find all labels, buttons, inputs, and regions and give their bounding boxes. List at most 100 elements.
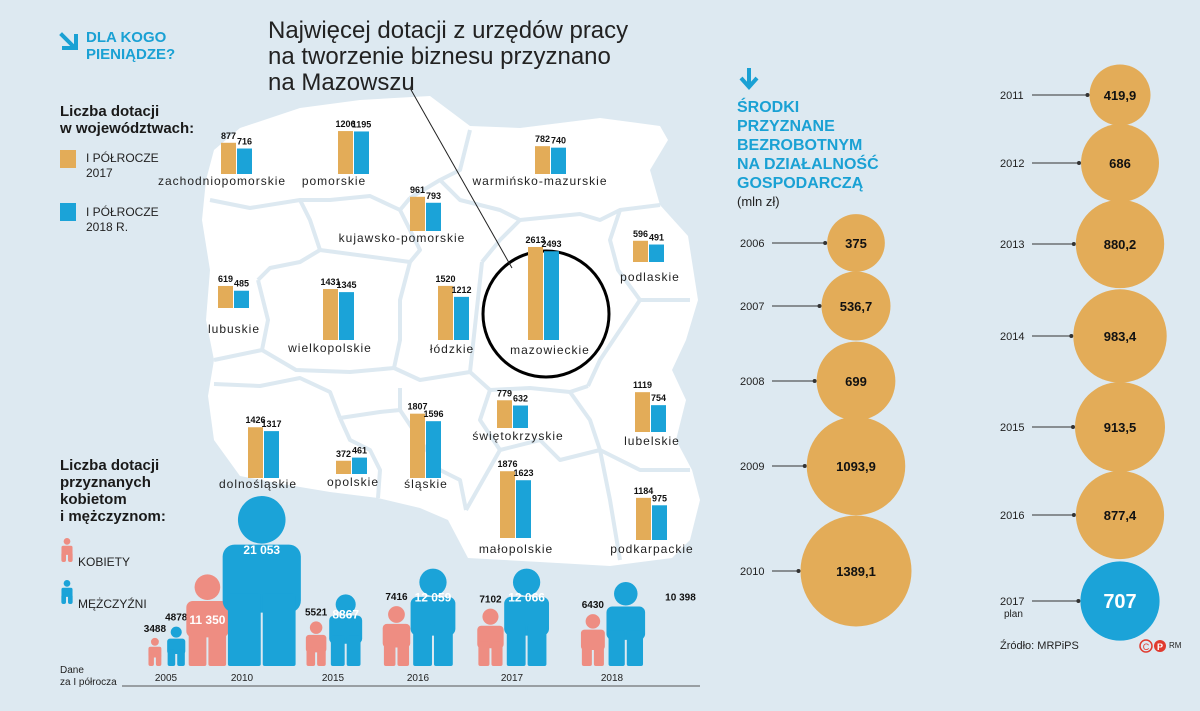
person-leg: [167, 649, 176, 666]
region-legend-title-line: w województwach:: [60, 120, 195, 137]
leader-dot: [1070, 425, 1075, 429]
funds-bubble-2009: [806, 416, 906, 516]
funds-value-label: 699: [845, 374, 867, 389]
title-line-2: na tworzenie biznesu przyznano: [268, 43, 611, 70]
leader-dot: [1071, 242, 1076, 246]
funds-value-label: 877,4: [1104, 508, 1137, 523]
value-label-2017: 1206: [335, 119, 355, 129]
value-label-2017: 1431: [320, 277, 340, 287]
gender-legend-title-line: kobietom: [60, 491, 127, 508]
men-person-2016: [410, 568, 456, 666]
timeline-note: Dane za I półrocza: [60, 665, 117, 689]
legend-swatch-2018: [60, 203, 76, 221]
value-label-2018: 2493: [541, 239, 561, 249]
leader-dot: [1076, 599, 1081, 603]
leader-dot: [1076, 161, 1081, 165]
person-leg: [61, 552, 66, 562]
person-head: [63, 580, 71, 587]
year-label: 2017: [501, 673, 524, 684]
funds-bubble-2013: [1075, 199, 1165, 289]
bar-2018-warmińsko-mazurskie: [551, 147, 566, 174]
region-name-label: małopolskie: [479, 542, 553, 556]
person-head: [335, 594, 356, 615]
mazowieckie-highlight-circle: [481, 249, 611, 379]
funds-title-line: BEZROBOTNYM: [737, 137, 863, 154]
funds-value-label: 1093,9: [836, 459, 876, 474]
person-leg: [68, 552, 73, 562]
value-label-2017: 372: [336, 449, 351, 459]
men-person-2005: [167, 626, 186, 666]
women-value-label: 5521: [305, 607, 328, 618]
bar-2018-mazowieckie: [544, 251, 559, 340]
leader-dot: [1071, 513, 1076, 517]
leader-dot: [817, 304, 822, 308]
value-label-2018: 1195: [352, 119, 372, 129]
value-label-2017: 1426: [245, 415, 265, 425]
funds-title-line: PRZYZNANE: [737, 118, 835, 135]
region-name-label: śląskie: [404, 477, 448, 491]
person-leg: [397, 640, 410, 666]
value-label-2018: 485: [234, 279, 249, 289]
funds-value-label: 536,7: [840, 299, 873, 314]
legend-label-2017: I PÓŁROCZE 2017: [86, 151, 159, 181]
funds-plan-label: plan: [1004, 609, 1023, 620]
value-label-2017: 779: [497, 388, 512, 398]
men-person-2017: [504, 568, 550, 666]
bar-2018-zachodniopomorskie: [237, 148, 252, 174]
women-person-2016: [382, 606, 411, 666]
legend-label-women: KOBIETY: [78, 555, 131, 569]
region-name-label: dolnośląskie: [219, 477, 297, 491]
funds-unit: (mln zł): [737, 194, 780, 209]
women-person-2010: [186, 574, 229, 666]
person-leg: [177, 649, 185, 666]
map-borders: [209, 129, 690, 561]
value-label-2017: 1807: [407, 402, 427, 412]
person-leg: [413, 624, 432, 666]
person-leg: [155, 654, 162, 666]
person-head: [388, 606, 405, 623]
value-label-2018: 754: [651, 393, 666, 403]
funds-value-label: 880,2: [1104, 237, 1137, 252]
person-leg: [262, 593, 296, 666]
value-label-2018: 1345: [336, 280, 356, 290]
region-name-label: wielkopolskie: [287, 341, 372, 355]
funds-value-label: 983,4: [1104, 329, 1137, 344]
person-leg: [227, 593, 261, 666]
title-pointer-line: [409, 87, 513, 269]
arrow-down-right-icon: [59, 32, 78, 50]
bar-2017-świętokrzyskie: [497, 400, 512, 428]
person-head: [170, 626, 182, 638]
value-label-2018: 1212: [451, 285, 471, 295]
region-name-label: świętokrzyskie: [472, 429, 563, 443]
person-icon: [61, 538, 73, 562]
person-head: [614, 582, 638, 606]
funds-bubble-2015: [1074, 381, 1166, 473]
women-value-label: 7102: [479, 595, 502, 606]
legend-label-line: I PÓŁROCZE: [86, 205, 159, 219]
timeline-note-line: za I półrocza: [60, 677, 117, 688]
gender-legend-title-line: przyznanych: [60, 474, 151, 491]
region-name-label: łódzkie: [430, 342, 474, 356]
men-value-label: 21 053: [243, 543, 280, 557]
leader-dot: [1085, 93, 1090, 97]
funds-year-label: 2011: [1000, 90, 1024, 102]
funds-bubble-2016: [1075, 470, 1165, 560]
bar-2018-pomorskie: [354, 131, 369, 174]
funds-bubble-2007: [821, 271, 891, 341]
person-leg: [188, 627, 207, 666]
women-person-2017: [477, 608, 504, 666]
funds-title-line: GOSPODARCZĄ: [737, 175, 864, 192]
funds-year-label: 2012: [1000, 158, 1024, 170]
funds-bubble-2014: [1073, 289, 1167, 383]
funds-value-label: 707: [1103, 591, 1136, 613]
value-label-2018: 1317: [261, 419, 281, 429]
bar-2018-łódzkie: [454, 296, 469, 340]
bar-2017-mazowieckie: [528, 246, 543, 340]
region-name-label: opolskie: [327, 475, 379, 489]
value-label-2017: 877: [221, 131, 236, 141]
value-label-2017: 1520: [435, 274, 455, 284]
bar-2017-warmińsko-mazurskie: [535, 146, 550, 174]
person-leg: [208, 627, 227, 666]
